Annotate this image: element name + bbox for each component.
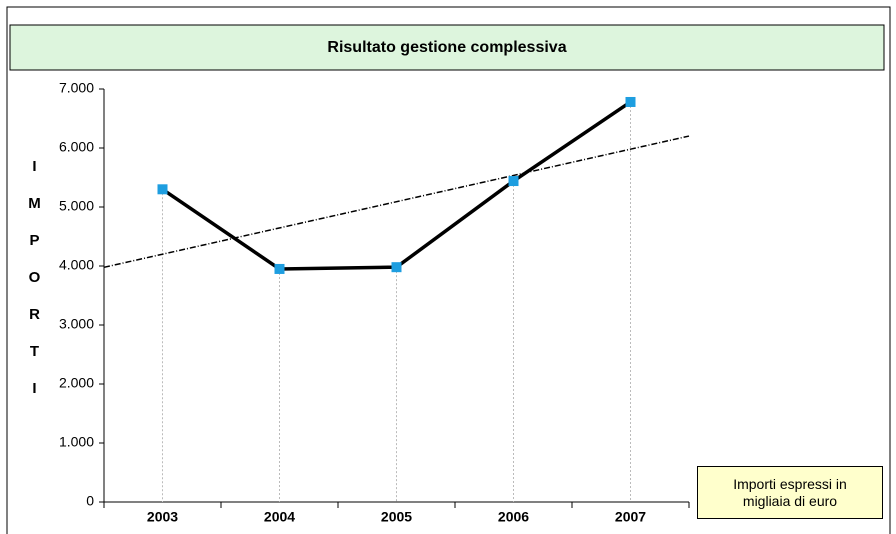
y-tick-label: 5.000 xyxy=(59,198,94,214)
title-box xyxy=(9,24,885,71)
line-series xyxy=(161,100,632,271)
x-tick-label: 2006 xyxy=(498,509,529,525)
x-tick-label: 2005 xyxy=(381,509,412,525)
x-tick-label: 2007 xyxy=(615,509,646,525)
trend-line xyxy=(103,135,690,269)
point-marker xyxy=(274,263,285,274)
y-axis-label: IMPORTI xyxy=(26,158,43,417)
chart-frame xyxy=(6,6,891,534)
note-line: migliaia di euro xyxy=(742,492,838,509)
y-tick-label: 3.000 xyxy=(59,316,94,332)
x-tick-label: 2003 xyxy=(147,509,178,525)
point-marker xyxy=(391,262,402,273)
point-marker xyxy=(508,176,519,187)
y-tick-label: 6.000 xyxy=(59,139,94,155)
point-marker xyxy=(157,184,168,195)
note-box: Importi espressi in migliaia di euro xyxy=(697,466,883,519)
y-tick-label: 1.000 xyxy=(59,434,94,450)
note-line: Importi espressi in xyxy=(733,475,847,492)
chart-title: Risultato gestione complessiva xyxy=(327,39,566,56)
y-tick-label: 7.000 xyxy=(59,80,94,96)
point-marker xyxy=(625,96,636,107)
y-tick-label: 2.000 xyxy=(59,375,94,391)
y-tick-label: 0 xyxy=(86,493,94,509)
y-tick-label: 4.000 xyxy=(59,257,94,273)
x-tick-label: 2004 xyxy=(264,509,295,525)
